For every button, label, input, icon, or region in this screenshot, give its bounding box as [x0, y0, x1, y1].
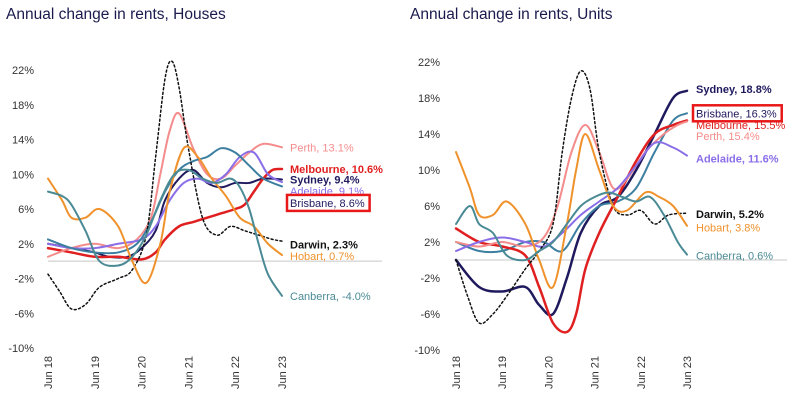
units-x-tick-label: Jun 23: [682, 356, 694, 389]
units-highlight-box: [691, 104, 783, 123]
houses-end-label-perth: Perth, 13.1%: [290, 142, 354, 154]
houses-end-label-darwin: Darwin, 2.3%: [290, 240, 358, 252]
houses-highlight-box: [285, 193, 371, 213]
houses-y-tick-label: -6%: [14, 308, 34, 320]
houses-y-tick-label: -10%: [8, 343, 34, 355]
houses-end-label-canberra: Canberra, -4.0%: [290, 291, 371, 303]
units-y-tick-label: -10%: [414, 345, 440, 357]
houses-series-line-melbourne: [46, 167, 284, 261]
houses-y-tick-label: 6%: [18, 204, 34, 216]
units-y-tick-label: 10%: [418, 165, 440, 177]
houses-chart-svg: 22% 18% 14% 10% 6% 2% -2% -6% -10% Jun 18 Jun 19 Ju…: [8, 60, 383, 389]
units-series-line-perth: [455, 120, 688, 248]
houses-series-line-canberra: [47, 168, 283, 297]
houses-y-tick-label: 18%: [12, 100, 34, 112]
houses-x-tick-label: Jun 21: [183, 356, 195, 389]
units-x-tick-label: Jun 22: [636, 356, 648, 389]
units-chart-title: Annual change in rents, Units: [410, 6, 613, 23]
houses-series-line-sydney: [47, 168, 283, 259]
units-chart-svg: 22% 18% 14% 10% 6% 2% -2% -6% -10% Jun 18 Jun 19 Ju…: [414, 57, 787, 389]
houses-x-tick-label: Jun 22: [230, 356, 242, 389]
units-series-line-hobart: [455, 133, 688, 289]
houses-x-tick-label: Jun 19: [90, 356, 102, 389]
houses-series-line-perth: [47, 111, 283, 258]
houses-series-line-hobart: [47, 145, 283, 285]
units-y-tick-label: -6%: [420, 309, 440, 321]
units-end-label-darwin: Darwin, 5.2%: [696, 209, 764, 221]
units-end-label-perth: Perth, 15.4%: [696, 131, 760, 143]
houses-end-label-hobart: Hobart, 0.7%: [290, 251, 354, 263]
units-chart-panel: Annual change in rents, Units 22% 18% 14% 1…: [400, 0, 800, 409]
units-end-label-hobart: Hobart, 3.8%: [696, 223, 760, 235]
houses-chart-panel: Annual change in rents, Houses 22% 18% 14%…: [6, 6, 383, 389]
units-end-label-canberra: Canberra, 0.6%: [696, 251, 773, 263]
houses-y-tick-label: 22%: [12, 65, 34, 77]
units-y-tick-label: -2%: [420, 273, 440, 285]
houses-series-line-adelaide: [47, 150, 283, 250]
units-y-tick-label: 2%: [424, 237, 440, 249]
units-end-label-brisbane: Brisbane, 16.3%: [696, 108, 777, 120]
houses-end-label-brisbane: Brisbane, 8.6%: [290, 198, 365, 210]
units-x-tick-label: Jun 21: [590, 356, 602, 389]
units-x-tick-label: Jun 19: [497, 356, 509, 389]
units-series-line-canberra: [455, 191, 688, 262]
houses-series-line-darwin: [47, 60, 283, 311]
houses-x-tick-label: Jun 18: [43, 356, 55, 389]
houses-y-tick-label: 10%: [12, 169, 34, 181]
houses-y-tick-label: -2%: [14, 274, 34, 286]
houses-y-tick-label: 14%: [12, 135, 34, 147]
houses-chart-title: Annual change in rents, Houses: [6, 6, 226, 23]
units-y-tick-label: 22%: [418, 57, 440, 69]
units-end-label-sydney: Sydney, 18.8%: [696, 84, 772, 96]
units-end-label-adelaide: Adelaide, 11.6%: [696, 153, 779, 165]
houses-y-tick-label: 2%: [18, 239, 34, 251]
units-series-line-darwin: [455, 70, 688, 325]
units-series-line-melbourne: [454, 119, 689, 334]
houses-x-tick-label: Jun 23: [277, 356, 289, 389]
units-x-tick-label: Jun 18: [451, 356, 463, 389]
units-series-line-adelaide: [455, 141, 688, 252]
units-y-tick-label: 6%: [424, 201, 440, 213]
units-y-tick-label: 14%: [418, 129, 440, 141]
units-y-tick-label: 18%: [418, 93, 440, 105]
units-x-tick-label: Jun 20: [543, 356, 555, 389]
houses-end-label-melbourne: Melbourne, 10.6%: [290, 164, 383, 176]
houses-x-tick-label: Jun 20: [137, 356, 149, 389]
houses-end-label-sydney: Sydney, 9.4%: [290, 174, 360, 186]
units-end-label-melbourne: Melbourne, 15.5%: [696, 120, 785, 132]
